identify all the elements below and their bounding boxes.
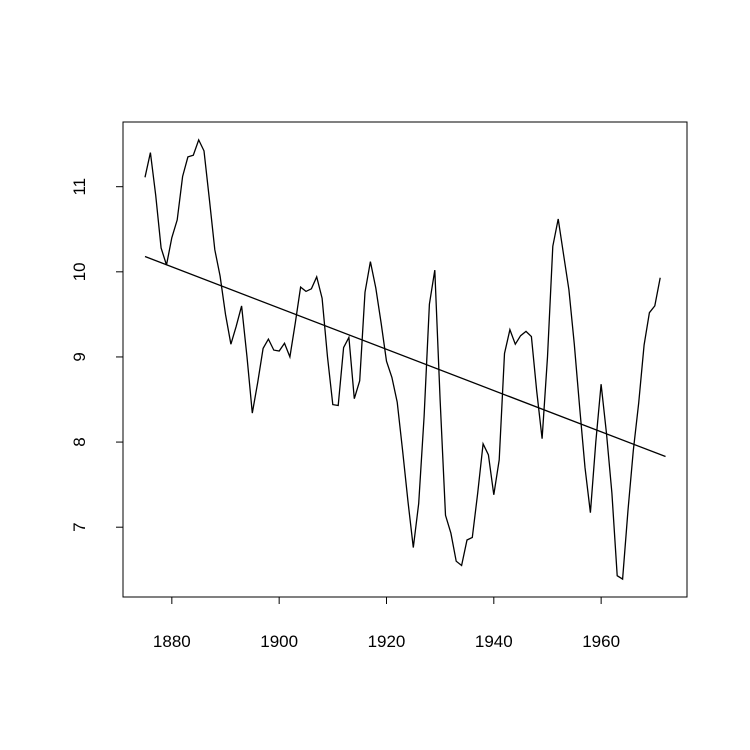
y-axis: 7 8 9 10 11: [70, 178, 124, 532]
x-axis: 1880 1900 1920 1940 1960: [153, 596, 620, 651]
series-line: [144, 138, 661, 581]
x-tick-label: 1920: [368, 632, 406, 651]
x-tick-label: 1880: [153, 632, 191, 651]
y-tick-label: 8: [70, 437, 89, 446]
x-tick-label: 1960: [582, 632, 620, 651]
x-tick-label: 1940: [475, 632, 513, 651]
y-tick-label: 11: [70, 178, 89, 196]
y-tick-label: 10: [70, 262, 89, 281]
x-tick-label: 1900: [260, 632, 298, 651]
trend-line: [144, 255, 666, 458]
y-tick-label: 7: [70, 522, 89, 531]
plot-frame: [122, 121, 688, 598]
y-tick-label: 9: [70, 352, 89, 361]
